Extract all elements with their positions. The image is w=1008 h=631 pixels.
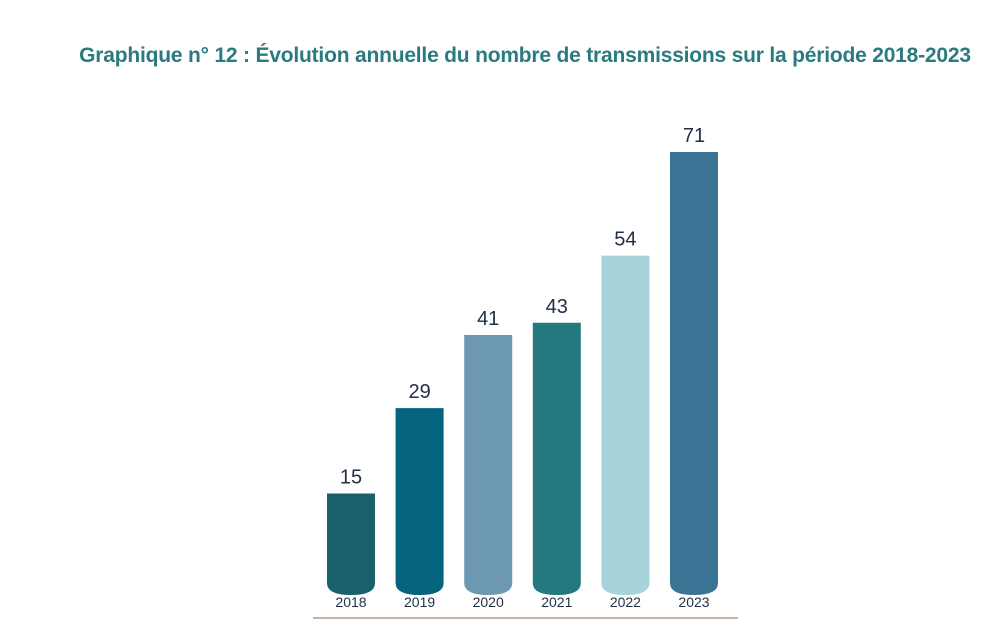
value-label-2018: 15	[340, 467, 362, 489]
bars-layer	[327, 152, 718, 595]
value-label-2020: 41	[477, 308, 499, 330]
value-label-2023: 71	[683, 125, 705, 147]
value-labels-layer: 15 29 41 43 54 71	[340, 125, 705, 489]
x-tick-label-2021: 2021	[541, 594, 572, 610]
tick-labels-layer: 2018 2019 2020 2021 2022 2023	[335, 594, 709, 610]
bar-2019	[395, 408, 444, 595]
chart-title: Graphique n° 12 : Évolution annuelle du …	[79, 44, 971, 67]
value-label-2021: 43	[546, 296, 568, 318]
bar-2023	[670, 152, 718, 595]
value-label-2019: 29	[408, 381, 430, 403]
x-tick-label-2022: 2022	[610, 594, 641, 610]
value-label-2022: 54	[614, 229, 636, 251]
x-tick-label-2023: 2023	[678, 594, 709, 610]
bar-2021	[532, 322, 581, 595]
bar-2018	[327, 493, 375, 595]
bar-2020	[464, 334, 513, 595]
x-tick-label-2020: 2020	[473, 594, 504, 610]
x-tick-label-2019: 2019	[404, 594, 435, 610]
x-tick-label-2018: 2018	[335, 594, 366, 610]
bar-2022	[601, 255, 650, 595]
